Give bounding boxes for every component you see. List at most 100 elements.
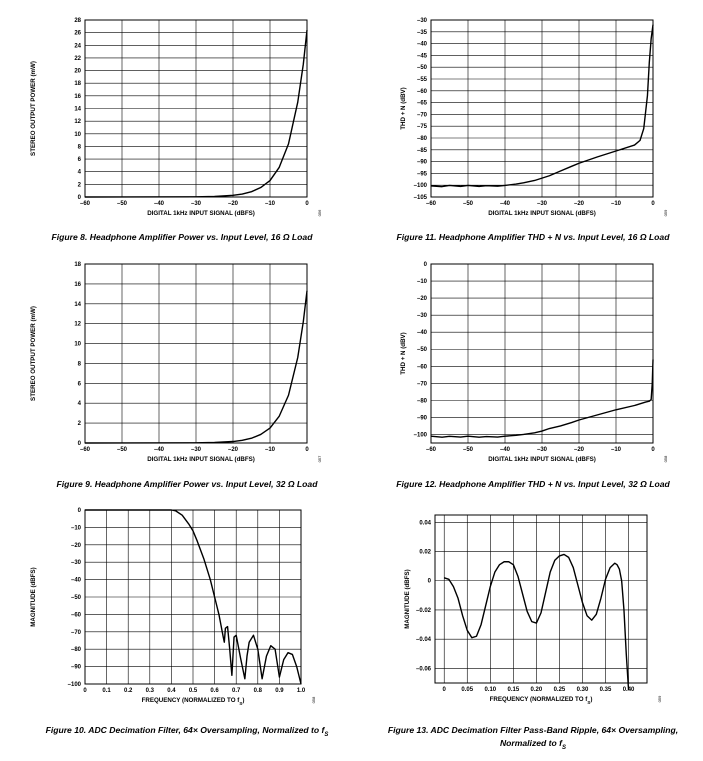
y-tick-label: 14 [74,107,81,113]
y-tick-label: 24 [74,43,81,49]
figure-caption: Figure 12. Headphone Amplifier THD + N v… [396,479,670,489]
y-tick-label: 0.04 [419,520,431,526]
y-tick-label: 22 [74,56,81,62]
x-tick-label: 0.8 [254,688,263,694]
plot-frame [434,514,648,684]
figure-caption: Figure 9. Headphone Amplifier Power vs. … [57,479,319,489]
figure-code: 056 [317,209,322,216]
chart-fig13: 0 0.05 0.10 0.15 0.20 0.25 0.30 0.35 0.40–0.06–0… [388,514,678,751]
y-tick-label: –20 [71,543,82,549]
y-tick-label: –80 [417,136,428,142]
chart-fig10: 0 0.1 0.2 0.3 0.4 0.5 0.6 0.7 0.8 0.9 1.0–100–90–8… [30,508,328,738]
x-tick-label: 0.2 [124,688,133,694]
chart-fig8: –60 –50 –40 –30 –20 –10 0024681012141618202224… [30,18,322,242]
y-tick-label: –70 [71,630,82,636]
x-tick-label: 0 [305,447,309,453]
y-tick-label: –95 [417,171,428,177]
y-tick-label: –50 [71,595,82,601]
x-tick-label: –30 [191,201,202,207]
x-tick-label: –10 [611,201,622,207]
y-tick-label: 28 [74,18,81,24]
series-line-0 [430,24,654,188]
y-tick-label: –100 [414,183,428,189]
x-tick-label: –20 [228,201,239,207]
y-tick-label: –60 [417,364,428,370]
y-tick-label: –65 [417,101,428,107]
y-tick-label: –100 [414,432,428,438]
y-tick-label: –70 [417,112,428,118]
y-axis-label: STEREO OUTPUT POWER (mW) [30,306,37,401]
y-tick-label: –30 [417,313,428,319]
x-tick-label: –60 [426,201,437,207]
x-tick-label: –10 [265,447,276,453]
x-tick-label: –30 [537,447,548,453]
figure-caption: Figure 10. ADC Decimation Filter, 64× Ov… [46,725,329,738]
plot-frame [430,19,654,198]
x-tick-label: 0.5 [189,688,198,694]
x-tick-label: –40 [500,447,511,453]
y-tick-label: –80 [417,398,428,404]
y-tick-label: 18 [74,262,81,268]
x-tick-label: –30 [191,447,202,453]
y-tick-label: –100 [68,682,82,688]
y-tick-label: –55 [417,77,428,83]
series-line-0 [84,30,308,198]
y-tick-label: 6 [78,381,82,387]
y-tick-label: –90 [417,415,428,421]
series-line-0 [444,553,630,691]
plot-frame [430,263,654,444]
x-tick-label: –40 [154,447,165,453]
x-tick-label: 0.20 [531,687,543,693]
x-tick-label: –50 [463,447,474,453]
y-tick-label: –10 [71,525,82,531]
y-tick-label: –50 [417,347,428,353]
y-tick-label: –40 [417,42,428,48]
x-tick-label: –10 [265,201,276,207]
y-tick-label: –60 [71,612,82,618]
x-tick-label: –50 [117,201,128,207]
y-tick-label: –105 [414,195,428,201]
y-tick-label: –0.06 [416,666,432,672]
x-tick-label: 0 [651,447,655,453]
y-tick-label: 14 [74,302,81,308]
x-tick-label: –60 [80,447,91,453]
x-tick-label: –50 [463,201,474,207]
figure-caption: Figure 11. Headphone Amplifier THD + N v… [397,232,671,242]
y-tick-label: –80 [71,647,82,653]
x-tick-label: –60 [426,447,437,453]
y-tick-label: –20 [417,296,428,302]
x-tick-label: –60 [80,201,91,207]
y-tick-label: 2 [78,182,82,188]
y-tick-label: –45 [417,53,428,59]
x-tick-label: 0 [83,688,87,694]
y-tick-label: –75 [417,124,428,130]
figure-code: 059 [657,695,662,702]
x-tick-label: 0 [443,687,447,693]
x-tick-label: –40 [154,201,165,207]
x-tick-label: –50 [117,447,128,453]
figure-code: 058 [311,696,316,703]
y-tick-label: 4 [78,170,82,176]
y-axis-label: STEREO OUTPUT POWER (mW) [30,61,37,156]
y-tick-label: –50 [417,65,428,71]
x-tick-label: 0 [305,201,309,207]
x-tick-label: 0.4 [167,688,176,694]
x-tick-label: 0.35 [600,687,612,693]
figure-caption: Figure 8. Headphone Amplifier Power vs. … [52,232,314,242]
figure-caption: Figure 13. ADC Decimation Filter Pass-Ba… [388,725,678,735]
x-tick-label: 0.15 [508,687,520,693]
chart-fig11: –60 –50 –40 –30 –20 –10 0–105–100–95–90–85–80–… [397,18,671,242]
x-tick-label: 0.10 [484,687,496,693]
series-line-0 [84,290,308,444]
x-axis-label: FREQUENCY (NORMALIZED TO fS) [142,697,245,706]
x-axis-label: DIGITAL 1kHz INPUT SIGNAL (dBFS) [488,456,596,463]
y-tick-label: –30 [71,560,82,566]
x-tick-label: 0.05 [461,687,473,693]
chart-fig12: –60 –50 –40 –30 –20 –10 0–100–90–80–70–60–50–4… [396,262,670,489]
y-tick-label: –0.04 [416,637,432,643]
y-tick-label: 0 [78,195,82,201]
y-tick-label: 4 [78,401,82,407]
y-tick-label: –90 [417,160,428,166]
y-axis-label: THD + N (dBV) [400,332,407,374]
y-tick-label: 0.02 [419,550,431,556]
